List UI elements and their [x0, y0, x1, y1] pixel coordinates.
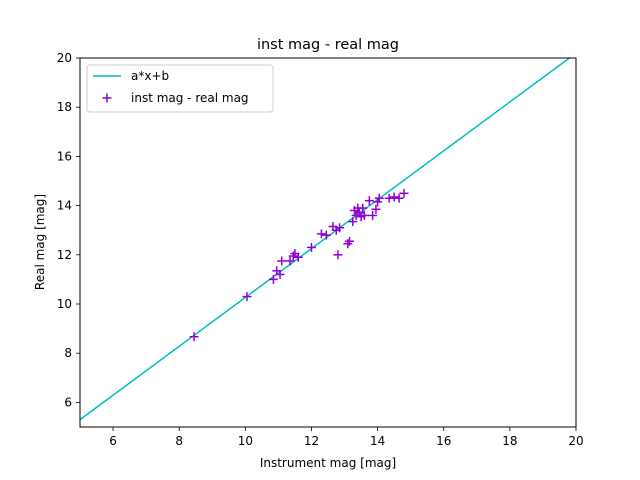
- data-point: [285, 256, 295, 266]
- y-tick-label: 16: [57, 149, 72, 163]
- y-tick-label: 10: [57, 297, 72, 311]
- data-point: [394, 193, 404, 203]
- data-point: [316, 229, 326, 239]
- y-axis-label: Real mag [mag]: [33, 194, 47, 290]
- x-tick-label: 14: [370, 434, 385, 448]
- data-point: [333, 250, 343, 260]
- data-point: [268, 274, 278, 284]
- y-tick-label: 6: [64, 395, 72, 409]
- data-point: [306, 242, 316, 252]
- chart-title: inst mag - real mag: [257, 37, 399, 53]
- fit-line: [80, 58, 570, 421]
- data-point: [321, 230, 331, 240]
- legend-box: [86, 64, 274, 113]
- data-point: [399, 188, 409, 198]
- y-tick-label: 18: [57, 100, 72, 114]
- x-tick-label: 10: [238, 434, 253, 448]
- data-point: [348, 217, 358, 227]
- data-point: [371, 204, 381, 214]
- y-axis: 6 8 10 12 14 16 18 20: [57, 51, 80, 409]
- legend: a*x+b inst mag - real mag: [86, 64, 274, 113]
- data-point: [275, 269, 285, 279]
- data-point: [293, 252, 303, 262]
- legend-fit-line-label: a*x+b: [131, 69, 169, 83]
- data-point: [374, 193, 384, 203]
- x-tick-label: 18: [502, 434, 517, 448]
- data-point: [242, 292, 252, 302]
- data-point: [389, 192, 399, 202]
- data-point: [368, 210, 378, 220]
- data-point: [358, 203, 368, 213]
- x-axis: 6 8 10 12 14 16 18 20: [109, 427, 584, 448]
- y-tick-label: 8: [64, 346, 72, 360]
- x-axis-label: Instrument mag [mag]: [260, 456, 396, 470]
- y-tick-label: 12: [57, 248, 72, 262]
- plot-frame: [79, 57, 577, 428]
- data-point: [189, 332, 199, 342]
- x-tick-label: 20: [568, 434, 583, 448]
- data-point: [359, 210, 369, 220]
- data-point: [344, 236, 354, 246]
- x-tick-label: 16: [436, 434, 451, 448]
- data-point: [335, 223, 345, 233]
- data-point: [384, 193, 394, 203]
- y-tick-label: 14: [57, 199, 72, 213]
- x-tick-label: 12: [304, 434, 319, 448]
- data-point: [364, 196, 374, 206]
- data-point: [277, 256, 287, 266]
- x-tick-label: 8: [175, 434, 183, 448]
- y-tick-label: 20: [57, 51, 72, 65]
- x-tick-label: 6: [109, 434, 117, 448]
- legend-scatter-swatch: [102, 93, 112, 103]
- plot-content: [80, 58, 570, 421]
- legend-scatter-label: inst mag - real mag: [131, 91, 249, 105]
